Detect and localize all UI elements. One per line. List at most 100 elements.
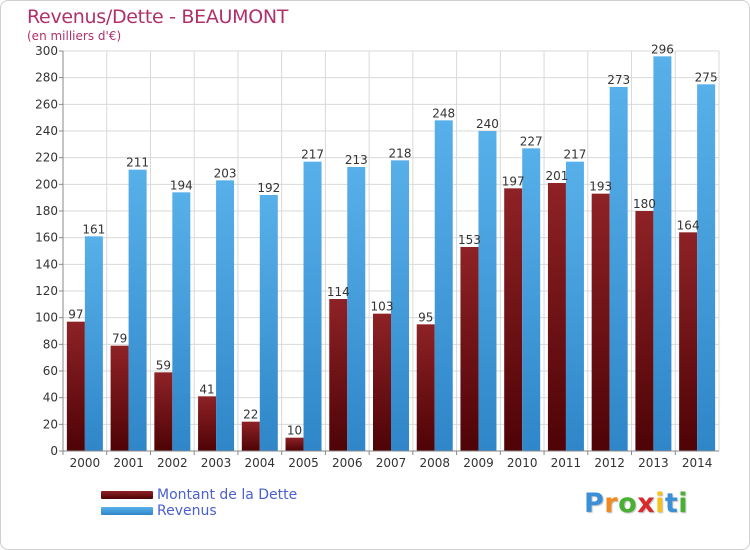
data-label-dette: 79 <box>112 332 127 346</box>
bars <box>66 56 716 452</box>
bar-dette <box>66 321 85 451</box>
bar-dette <box>373 313 391 451</box>
bar-revenus <box>697 84 716 451</box>
y-tick-label: 300 <box>35 44 58 58</box>
bar-dette <box>635 211 654 451</box>
x-tick-label: 2007 <box>376 456 407 470</box>
data-label-dette: 164 <box>677 218 700 232</box>
bar-dette <box>285 437 304 451</box>
bar-revenus <box>609 87 628 451</box>
logo-letter: i <box>655 488 665 519</box>
x-tick-label: 2012 <box>594 456 625 470</box>
data-label-revenus: 194 <box>170 178 193 192</box>
bar-dette <box>416 324 435 451</box>
y-tick-label: 40 <box>43 391 58 405</box>
data-label-dette: 22 <box>243 408 258 422</box>
data-label-revenus: 211 <box>126 156 149 170</box>
y-tick-label: 0 <box>50 444 58 458</box>
bar-revenus <box>653 56 672 451</box>
y-tick-label: 60 <box>43 364 58 378</box>
y-tick-label: 140 <box>35 257 58 271</box>
data-label-dette: 59 <box>156 358 171 372</box>
chart-subtitle: (en milliers d'€) <box>27 29 122 43</box>
bar-dette <box>591 193 610 451</box>
data-label-dette: 114 <box>327 285 350 299</box>
x-tick-label: 2008 <box>419 456 450 470</box>
bar-dette <box>679 232 698 451</box>
data-label-revenus: 161 <box>82 222 105 236</box>
legend-label-revenus: Revenus <box>157 503 217 519</box>
x-tick-label: 2010 <box>507 456 538 470</box>
bar-revenus <box>478 131 497 451</box>
bar-revenus <box>347 167 366 451</box>
data-label-dette: 180 <box>633 197 656 211</box>
data-label-revenus: 192 <box>257 181 280 195</box>
logo-letter: r <box>604 488 619 519</box>
data-labels: 97 161 79 211 59 194 41 203 22 192 10 217 114 213 103 2… <box>68 42 717 437</box>
legend-label-dette: Montant de la Dette <box>157 487 298 503</box>
bar-revenus <box>259 195 278 451</box>
bar-revenus <box>522 148 541 452</box>
logo-letter: t <box>664 488 679 519</box>
x-tick-label: 2006 <box>332 456 363 470</box>
data-label-revenus: 240 <box>476 117 499 131</box>
bar-dette <box>460 247 479 451</box>
y-tick-label: 120 <box>35 284 58 298</box>
bar-revenus <box>434 120 453 451</box>
x-tick-label: 2000 <box>70 456 101 470</box>
x-tick-label: 2011 <box>551 456 582 470</box>
data-label-revenus: 217 <box>563 148 586 162</box>
y-tick-label: 20 <box>43 417 58 431</box>
bar-revenus <box>565 161 584 451</box>
bar-revenus <box>303 161 322 451</box>
bar-revenus <box>84 236 103 451</box>
bar-dette <box>504 188 523 452</box>
bar-revenus <box>128 169 147 451</box>
data-label-dette: 201 <box>545 169 568 183</box>
data-label-revenus: 275 <box>695 70 718 84</box>
data-label-dette: 97 <box>68 308 83 322</box>
y-tick-label: 220 <box>35 151 58 165</box>
legend-swatch-revenus <box>101 507 153 515</box>
y-tick-label: 180 <box>35 204 58 218</box>
bar-dette <box>547 183 566 451</box>
logo-letter: o <box>618 488 638 519</box>
bar-dette <box>198 396 217 451</box>
x-tick-label: 2004 <box>245 456 276 470</box>
bar-revenus <box>391 160 409 452</box>
data-label-revenus: 296 <box>651 42 674 56</box>
data-label-dette: 197 <box>502 174 525 188</box>
y-tick-label: 280 <box>35 71 58 85</box>
y-tick-label: 240 <box>35 124 58 138</box>
x-tick-label: 2013 <box>638 456 669 470</box>
data-label-revenus: 248 <box>432 106 455 120</box>
y-tick-label: 80 <box>43 337 58 351</box>
x-tick-label: 2001 <box>113 456 144 470</box>
bar-dette <box>110 345 129 451</box>
legend-swatch-dette <box>101 491 153 499</box>
data-label-revenus: 217 <box>301 148 324 162</box>
data-label-revenus: 227 <box>520 134 543 148</box>
x-tick-label: 2005 <box>288 456 319 470</box>
bar-revenus <box>172 192 191 452</box>
data-label-dette: 103 <box>371 300 394 314</box>
data-label-revenus: 218 <box>389 146 412 160</box>
x-tick-label: 2003 <box>201 456 232 470</box>
chart-title: Revenus/Dette - BEAUMONT <box>27 6 289 28</box>
data-label-dette: 41 <box>199 382 214 396</box>
y-tick-label: 160 <box>35 231 58 245</box>
data-label-dette: 153 <box>458 233 481 247</box>
data-label-revenus: 273 <box>607 73 630 87</box>
data-label-dette: 95 <box>418 310 433 324</box>
x-tick-label: 2014 <box>682 456 713 470</box>
logo-letter: x <box>637 488 656 519</box>
bar-dette <box>329 299 348 451</box>
y-tick-label: 260 <box>35 97 58 111</box>
x-tick-label: 2002 <box>157 456 188 470</box>
axes: 0 20 40 60 80 100 120 140 160 180 200 220 240 260 280 3… <box>35 44 719 470</box>
logo-letter: P <box>584 488 605 519</box>
data-label-dette: 193 <box>589 180 612 194</box>
bar-dette <box>241 421 260 451</box>
data-label-dette: 10 <box>287 424 302 438</box>
